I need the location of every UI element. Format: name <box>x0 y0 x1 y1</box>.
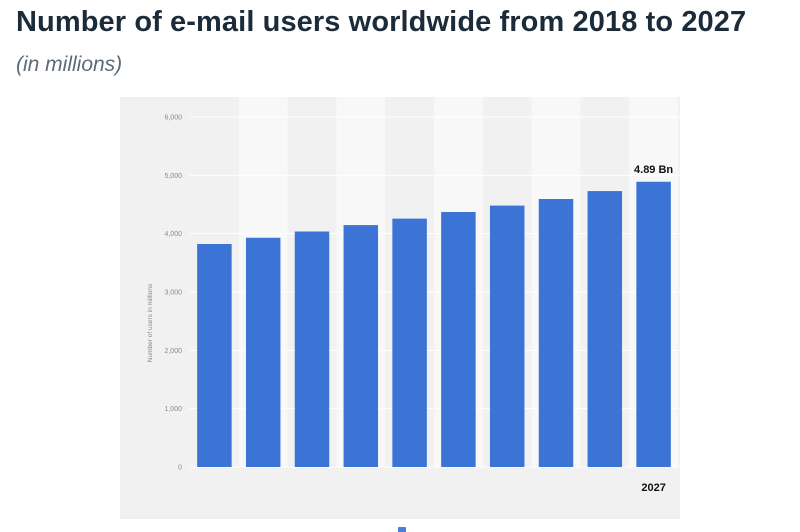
bar-2018 <box>197 243 232 467</box>
x-axis-ticks: 2027 <box>641 482 665 494</box>
y-tick-label-2000: 2,000 <box>164 348 182 355</box>
data-labels: 4.89 Bn <box>634 164 673 176</box>
chart-title: Number of e-mail users worldwide from 20… <box>16 6 747 38</box>
bar-2023 <box>441 212 476 467</box>
y-axis-label: Number of users in millions <box>147 283 154 362</box>
bar-2019 <box>245 237 281 467</box>
chart-type-icon[interactable] <box>398 527 406 532</box>
chart-panel: 0 1,000 2,000 3,000 4,000 5,000 6,000 4.89 Bn … <box>120 97 680 519</box>
y-tick-label-5000: 5,000 <box>164 173 182 180</box>
x-tick-label-2027: 2027 <box>641 482 665 494</box>
bars <box>197 181 671 467</box>
bar-2025 <box>538 199 574 467</box>
y-tick-label-0: 0 <box>178 465 182 472</box>
bar-2022 <box>392 218 427 467</box>
y-tick-label-1000: 1,000 <box>164 406 182 413</box>
y-axis-ticks: 0 1,000 2,000 3,000 4,000 5,000 6,000 <box>164 115 182 472</box>
bar-2024 <box>489 205 525 467</box>
bar-2021 <box>343 225 379 467</box>
bar-2027 <box>636 181 671 467</box>
bar-2020 <box>294 231 330 467</box>
y-tick-label-4000: 4,000 <box>164 231 182 238</box>
y-tick-label-3000: 3,000 <box>164 290 182 297</box>
data-label-2027: 4.89 Bn <box>634 164 673 176</box>
bar-2026 <box>587 191 623 467</box>
y-tick-label-6000: 6,000 <box>164 115 182 122</box>
chart-subtitle: (in millions) <box>16 53 123 76</box>
